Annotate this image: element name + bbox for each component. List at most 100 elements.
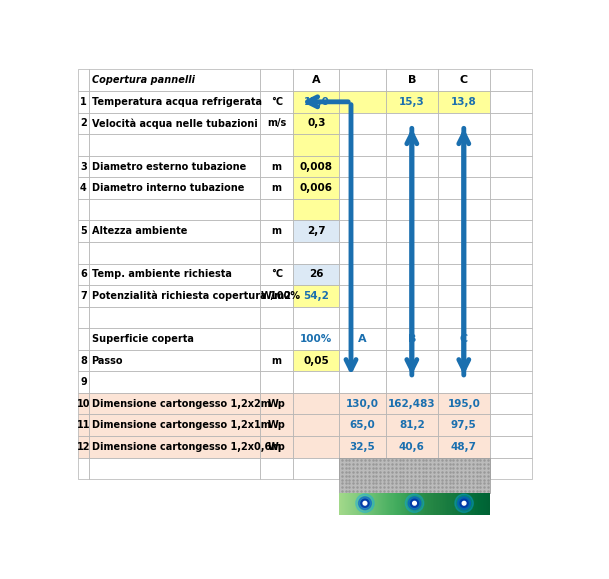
Bar [457,493,459,515]
Bar [343,493,345,515]
Bar [294,371,339,393]
Text: 26: 26 [309,269,323,279]
Circle shape [410,499,418,507]
Bar [429,493,431,515]
Bar [385,493,387,515]
Circle shape [460,499,468,507]
Bar [410,493,412,515]
Bar [367,493,369,515]
Bar [468,493,470,515]
Bar [78,328,89,350]
Bar [438,69,490,91]
Text: 9: 9 [80,377,87,387]
Bar [463,493,464,515]
Text: C: C [460,334,468,344]
Bar [457,493,459,515]
Bar [373,493,375,515]
Bar [414,493,415,515]
Bar [438,263,490,285]
Bar [89,307,260,328]
Bar [354,493,356,515]
Bar [339,307,385,328]
Text: Passo: Passo [91,356,123,365]
Bar [438,436,490,457]
Bar [438,199,490,221]
Bar [451,493,452,515]
Text: 40,6: 40,6 [399,442,424,452]
Bar [378,493,379,515]
Bar [471,493,473,515]
Bar [404,493,406,515]
Bar [406,493,407,515]
Bar [390,493,392,515]
Bar [378,493,380,515]
Text: W/m2: W/m2 [261,291,292,301]
Bar [395,493,397,515]
Bar [476,493,477,515]
Text: m: m [272,226,282,236]
Bar [345,493,347,515]
Bar [435,493,436,515]
Bar [385,393,438,415]
Bar [345,493,347,515]
Bar [373,493,375,515]
Bar [367,493,369,515]
Bar [490,307,532,328]
Text: 0,008: 0,008 [300,162,333,171]
Text: m: m [272,183,282,193]
Text: 65,0: 65,0 [350,420,375,430]
Bar [381,493,383,515]
Bar [294,91,339,112]
Bar [407,493,409,515]
Bar [490,350,532,371]
Bar [398,493,400,515]
Bar [348,493,349,515]
Text: 6: 6 [80,269,87,279]
Bar [348,493,349,515]
Bar [404,493,405,515]
Bar [406,493,407,515]
Text: Wp: Wp [268,399,286,409]
Bar [351,493,353,515]
Bar [407,493,409,515]
Bar [348,493,350,515]
Bar [260,156,294,177]
Bar [480,493,481,515]
Bar [294,199,339,221]
Bar [488,493,490,515]
Bar [350,493,352,515]
Bar [418,493,419,515]
Bar [474,493,476,515]
Bar [340,493,342,515]
Bar [78,199,89,221]
Bar [339,69,385,91]
Bar [376,493,378,515]
Bar [356,493,357,515]
Bar [457,493,459,515]
Bar [260,371,294,393]
Bar [415,493,417,515]
Bar [342,493,344,515]
Bar [364,493,365,515]
Bar [294,177,339,199]
Bar [443,493,445,515]
Bar [400,493,401,515]
Bar [260,436,294,457]
Text: 3: 3 [80,162,87,171]
Bar [342,493,343,515]
Bar [351,493,353,515]
Bar [459,493,460,515]
Bar [473,493,474,515]
Bar [378,493,380,515]
Text: Superficie coperta: Superficie coperta [91,334,194,344]
Bar [385,177,438,199]
Bar [440,493,442,515]
Bar [361,493,362,515]
Bar [471,493,473,515]
Bar [339,199,385,221]
Bar [345,493,347,515]
Bar [477,493,479,515]
Bar [371,493,373,515]
Bar [339,112,385,134]
Text: 2,7: 2,7 [307,226,326,236]
